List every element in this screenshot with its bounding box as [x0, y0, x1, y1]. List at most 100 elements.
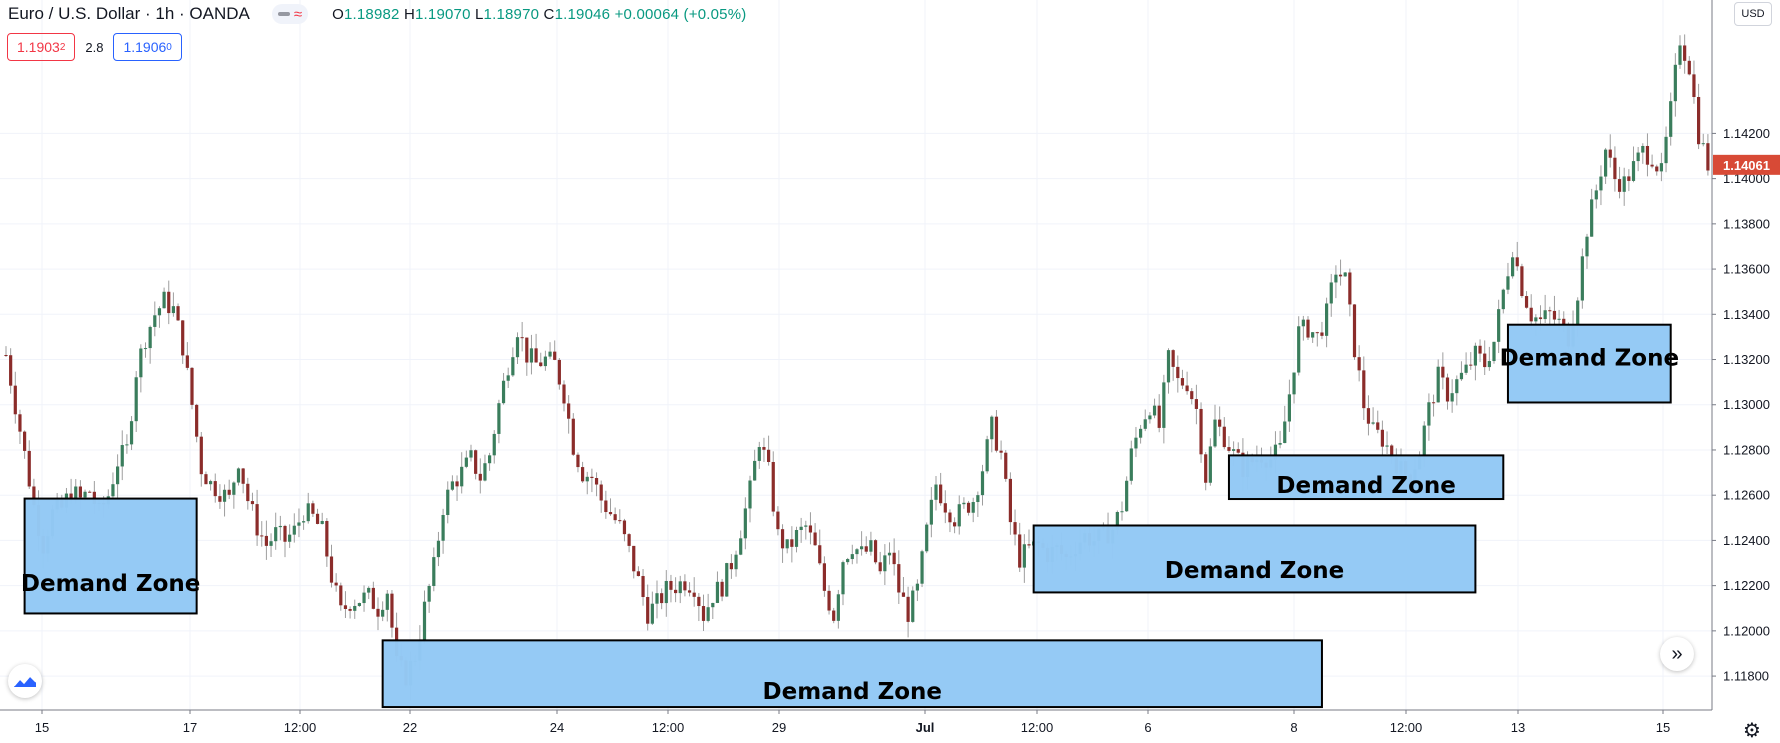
demand-zone-label: Demand Zone — [1165, 558, 1344, 584]
candle-body — [213, 481, 217, 497]
demand-zone-box[interactable] — [23, 497, 198, 615]
tradingview-logo-icon[interactable] — [8, 664, 42, 698]
spread-value: 2.8 — [85, 39, 104, 55]
candle-body — [1669, 101, 1673, 137]
candle-body — [971, 502, 975, 513]
demand-zone[interactable]: Demand Zone — [1032, 524, 1477, 594]
indicator-visibility-toggle[interactable]: ≈ — [271, 4, 309, 24]
candle-body — [306, 503, 310, 522]
chevron-double-right-icon[interactable]: » — [1660, 637, 1694, 671]
candle-body — [1371, 422, 1375, 424]
demand-zone-box[interactable] — [381, 639, 1323, 709]
candle-body — [948, 512, 952, 523]
gear-icon[interactable]: ⚙ — [1743, 719, 1761, 742]
candle-body — [153, 315, 157, 327]
candle-body — [715, 581, 720, 603]
candle-body — [511, 357, 515, 376]
candle-body — [120, 445, 124, 467]
candle-body — [483, 463, 487, 481]
candle-body — [1422, 425, 1426, 455]
candle-body — [1622, 176, 1626, 192]
price-tick-label: 1.13600 — [1723, 262, 1770, 277]
candle-body — [427, 585, 431, 602]
candle-body — [78, 486, 82, 498]
candle-body — [23, 431, 27, 451]
candle-body — [506, 375, 510, 381]
candle-body — [985, 439, 989, 472]
currency-button[interactable]: USD — [1734, 2, 1772, 26]
buy-price: 1.1906 — [123, 39, 167, 55]
candle-body — [446, 489, 450, 516]
candle-body — [1538, 317, 1543, 320]
candle-body — [957, 504, 961, 527]
candle-body — [1190, 391, 1194, 400]
sell-price: 1.1903 — [17, 39, 60, 55]
candle-body — [604, 500, 608, 513]
candle-body — [1497, 309, 1501, 342]
candle-body — [739, 538, 743, 555]
candle-body — [1380, 429, 1384, 447]
candle-body — [236, 468, 241, 483]
demand-zone-box[interactable] — [1227, 454, 1505, 501]
demand-zone-box[interactable] — [1506, 323, 1672, 404]
candle-body — [1325, 303, 1329, 336]
symbol-title[interactable]: Euro / U.S. Dollar · 1h · OANDA — [8, 4, 250, 23]
candle-body — [343, 605, 348, 609]
candle-body — [953, 522, 957, 527]
demand-zone[interactable]: Demand Zone — [1500, 323, 1679, 404]
candle-body — [855, 549, 859, 555]
demand-zone[interactable]: Demand Zone — [381, 639, 1323, 709]
candle-body — [920, 551, 924, 584]
candle-body — [585, 476, 589, 482]
time-tick-label: 17 — [183, 720, 197, 735]
candle-body — [1483, 353, 1487, 368]
candle-body — [1678, 45, 1682, 65]
candle-body — [185, 355, 189, 368]
candle-body — [1022, 544, 1026, 568]
candle-body — [1515, 257, 1519, 267]
price-tick-label: 1.11800 — [1723, 669, 1769, 684]
candle-body — [999, 450, 1003, 453]
candle-body — [613, 514, 617, 521]
candle-body — [790, 539, 794, 547]
candle-body — [1562, 318, 1566, 325]
candle-body — [1701, 143, 1705, 145]
time-tick-label: 6 — [1144, 720, 1151, 735]
demand-zones[interactable]: Demand Zone Demand Zone Demand Zone Demand … — [21, 323, 1679, 709]
demand-zone-label: Demand Zone — [21, 571, 200, 597]
candle-body — [1501, 289, 1505, 310]
candle-body — [148, 326, 152, 349]
candle-body — [780, 529, 785, 549]
candlestick-series — [4, 34, 1710, 701]
candle-body — [553, 351, 557, 360]
candle-body — [846, 559, 850, 563]
ohlc-values: O1.18982 H1.19070 L1.18970 C1.19046 +0.0… — [332, 6, 746, 23]
candle-body — [4, 355, 8, 356]
open-value: 1.18982 — [343, 5, 400, 23]
candle-body — [525, 337, 529, 363]
candle-body — [1436, 366, 1440, 403]
candle-body — [302, 521, 306, 523]
candle-body — [1520, 266, 1524, 297]
candle-body — [1613, 157, 1617, 180]
sell-button[interactable]: 1.1903 2 — [7, 33, 76, 61]
buy-button[interactable]: 1.1906 0 — [113, 33, 182, 61]
candle-body — [962, 502, 966, 505]
candle-body — [1552, 310, 1557, 320]
candle-body — [632, 545, 636, 572]
candle-body — [264, 535, 268, 546]
demand-zone[interactable]: Demand Zone — [21, 497, 200, 615]
candle-body — [748, 480, 752, 509]
candle-body — [325, 520, 329, 557]
candle-body — [288, 534, 292, 542]
demand-zone[interactable]: Demand Zone — [1227, 454, 1505, 501]
demand-zone-box[interactable] — [1032, 524, 1477, 594]
candle-body — [590, 476, 594, 479]
candle-body — [1473, 345, 1477, 366]
price-tick-label: 1.14200 — [1723, 126, 1770, 141]
candle-body — [860, 546, 864, 550]
candle-body — [1697, 97, 1701, 145]
candle-body — [1120, 511, 1124, 513]
candle-body — [1134, 437, 1138, 449]
